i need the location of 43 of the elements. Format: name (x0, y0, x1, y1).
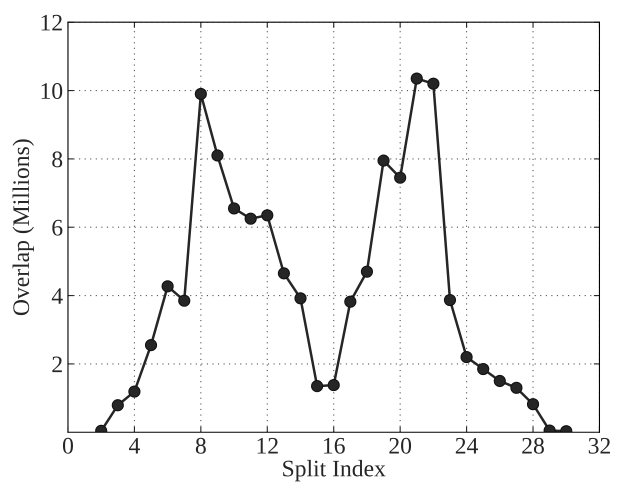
point (427, 78, 440, 90)
point (112, 399, 124, 412)
point (144, 339, 158, 352)
point (444, 294, 456, 306)
point (244, 212, 257, 225)
point (311, 380, 324, 392)
y-tick-label: 8 (52, 151, 62, 168)
point (178, 294, 190, 307)
point (211, 149, 224, 162)
x-tick-label: 28 (522, 438, 544, 454)
x-tick-label: 20 (389, 438, 412, 454)
point (228, 202, 240, 215)
point (294, 292, 307, 304)
point (328, 379, 340, 392)
x-tick-label: 8 (196, 438, 206, 454)
y-tick-label: 2 (52, 356, 62, 372)
y-tick-label: 6 (52, 220, 62, 236)
y-tick-label: 10 (42, 83, 62, 99)
point (494, 374, 506, 388)
point (510, 382, 522, 394)
x-tick-label: 16 (324, 438, 345, 454)
point (194, 88, 207, 100)
point (377, 154, 390, 167)
point (477, 362, 490, 376)
x-tick-label: 0 (62, 438, 73, 454)
point (128, 386, 140, 398)
y-tick-label: 12 (42, 14, 62, 30)
point (410, 72, 423, 85)
x-tick-label: 24 (456, 438, 478, 454)
point (261, 209, 274, 222)
x-tick-label: 12 (258, 438, 278, 454)
x-tick-label: 32 (588, 438, 610, 454)
point (460, 351, 473, 364)
point (526, 398, 540, 410)
y-axis-title: Overlap (Millions) (12, 139, 34, 316)
point (162, 280, 174, 292)
y-tick-label: 4 (52, 288, 63, 304)
point (360, 266, 374, 278)
point (394, 172, 406, 184)
point (278, 267, 290, 280)
x-tick-label: 4 (128, 438, 140, 454)
x-axis-title: Split Index (283, 460, 386, 482)
point (344, 296, 356, 308)
